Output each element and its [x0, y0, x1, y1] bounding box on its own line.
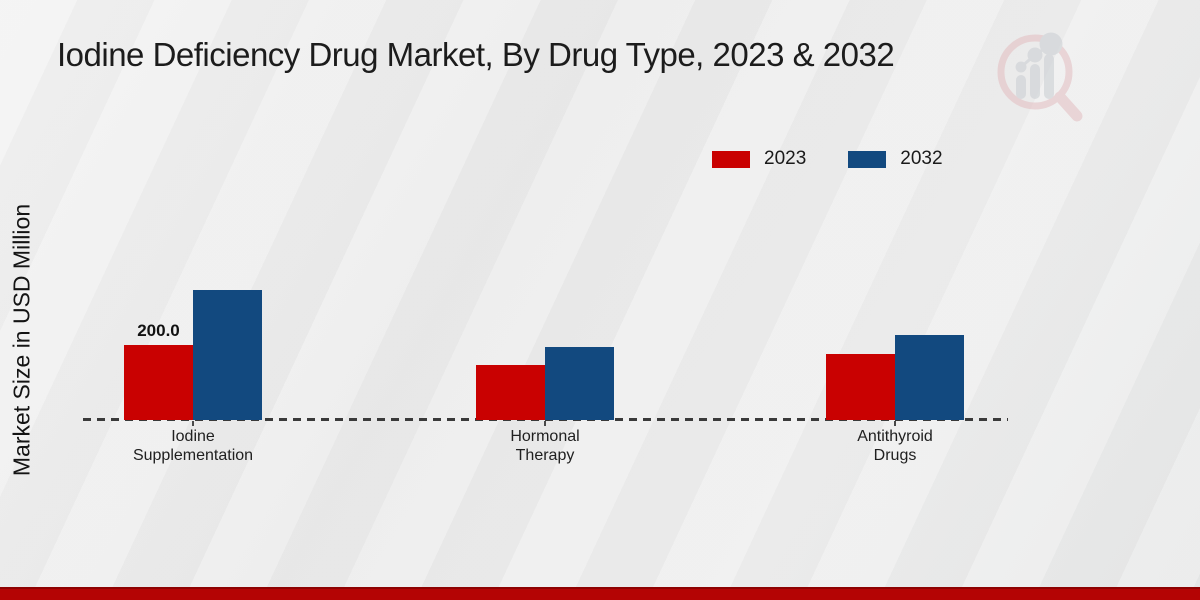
bar-2023-iodine-supplementation	[124, 345, 193, 420]
x-axis-tick	[192, 421, 194, 426]
legend-label: 2032	[900, 148, 943, 169]
legend: 2023 2032	[712, 148, 943, 170]
category-label-antithyroid-drugs: Antithyroid Drugs	[857, 428, 933, 464]
legend-swatch-2023	[712, 150, 750, 168]
bar-value-label: 200.0	[137, 321, 180, 340]
magnifier-bar-chart-logo-icon	[997, 32, 1083, 122]
x-axis-tick	[894, 421, 896, 426]
bar-2023-hormonal-therapy	[476, 365, 545, 420]
legend-label: 2023	[764, 148, 807, 169]
footer-accent-bar	[0, 587, 1200, 600]
page-title: Iodine Deficiency Drug Market, By Drug T…	[57, 36, 895, 73]
category-label-iodine-supplementation: Iodine Supplementation	[132, 428, 254, 464]
x-axis-tick	[544, 421, 546, 426]
bar-2032-hormonal-therapy	[545, 347, 614, 420]
bar-2032-antithyroid-drugs	[895, 335, 964, 420]
bar-2032-iodine-supplementation	[193, 290, 262, 420]
legend-item-2032: 2032	[848, 148, 943, 170]
legend-item-2023: 2023	[712, 148, 806, 170]
legend-swatch-2032	[848, 150, 887, 168]
bar-2023-antithyroid-drugs	[826, 354, 895, 420]
category-label-hormonal-therapy: Hormonal Therapy	[510, 428, 580, 464]
